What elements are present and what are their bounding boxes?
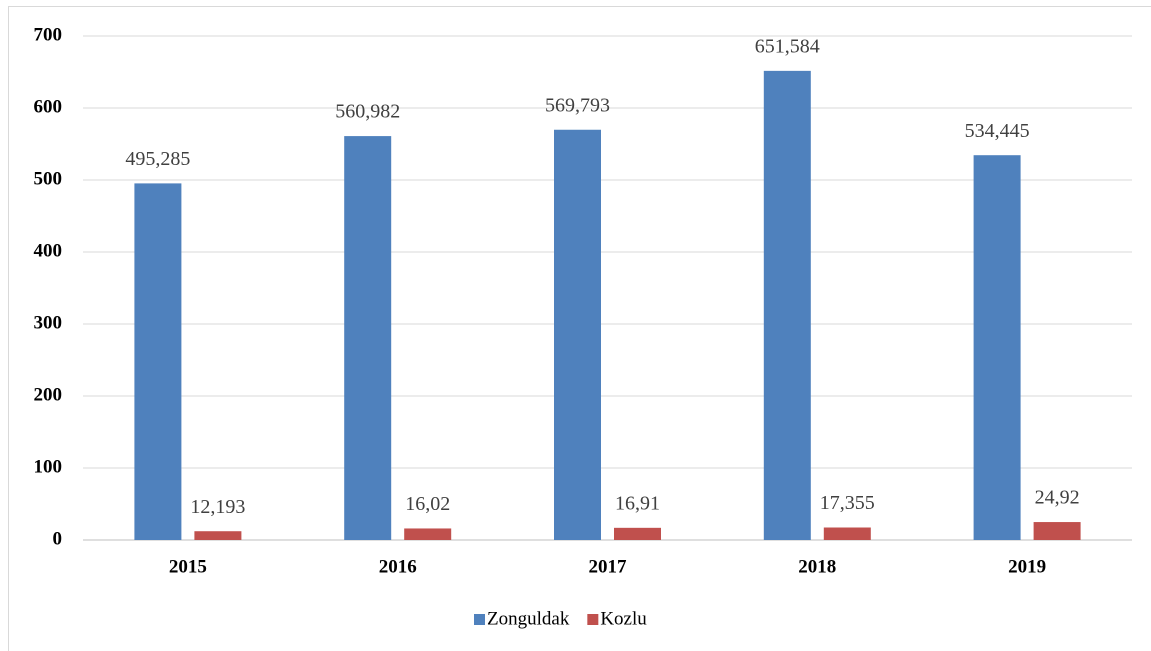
x-tick-label: 2018: [798, 556, 836, 577]
y-tick-label: 0: [53, 528, 63, 549]
bar: [344, 136, 392, 540]
bar: [554, 129, 601, 541]
chart-border: [8, 6, 1151, 651]
bar: [194, 531, 242, 540]
bar: [823, 527, 871, 540]
x-tick-label: 2016: [379, 556, 417, 577]
value-label: 24,92: [1035, 487, 1080, 509]
value-label: 560,982: [335, 101, 400, 123]
y-tick-label: 500: [34, 168, 63, 189]
legend-label: Zonguldak: [487, 608, 570, 629]
y-tick-label: 600: [34, 96, 63, 117]
bar: [763, 70, 811, 540]
y-tick-label: 200: [34, 384, 63, 405]
y-tick-label: 300: [34, 312, 63, 333]
value-label: 534,445: [965, 120, 1030, 142]
legend-label: Kozlu: [600, 608, 647, 629]
bar: [1033, 522, 1081, 540]
value-label: 569,793: [545, 94, 610, 116]
y-tick-label: 400: [34, 240, 63, 261]
value-label: 12,193: [190, 496, 245, 518]
x-tick-label: 2015: [169, 556, 207, 577]
value-label: 495,285: [125, 148, 190, 170]
y-tick-label: 700: [34, 24, 63, 45]
legend-swatch: [587, 614, 599, 625]
value-label: 651,584: [755, 35, 820, 57]
y-tick-label: 100: [34, 456, 63, 477]
bar: [973, 155, 1021, 541]
value-label: 17,355: [820, 492, 875, 514]
bar: [134, 183, 182, 540]
bar: [614, 527, 661, 540]
legend-swatch: [474, 614, 485, 625]
x-tick-label: 2019: [1008, 556, 1046, 577]
value-label: 16,91: [615, 492, 660, 514]
value-label: 16,02: [405, 493, 450, 515]
bar: [404, 528, 452, 540]
x-tick-label: 2017: [589, 556, 628, 577]
